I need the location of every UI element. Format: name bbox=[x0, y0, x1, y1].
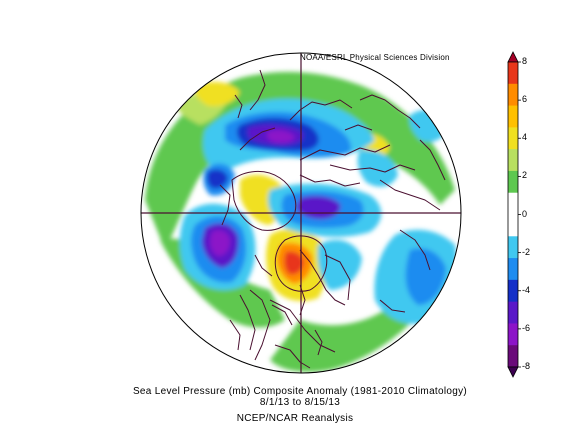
colorbar-segment bbox=[508, 214, 518, 237]
colorbar-segment bbox=[508, 301, 518, 324]
colorbar-tick-label: 6 bbox=[522, 94, 528, 105]
map-disc bbox=[141, 53, 461, 373]
colorbar-tick-label: -2 bbox=[522, 246, 531, 257]
negative-anomaly-region bbox=[317, 239, 362, 290]
colorbar-segment bbox=[508, 149, 518, 172]
colorbar-arrow-bottom bbox=[507, 366, 519, 378]
colorbar-segment bbox=[508, 345, 518, 368]
colorbar-segment bbox=[508, 83, 518, 107]
colorbar-tick-label: 0 bbox=[522, 208, 528, 219]
colorbar-segment bbox=[508, 236, 518, 259]
negative-anomaly-core bbox=[210, 230, 230, 256]
colorbar-segment bbox=[508, 192, 518, 215]
map-title: Sea Level Pressure (mb) Composite Anomal… bbox=[132, 386, 468, 397]
map-border bbox=[140, 52, 462, 374]
negative-anomaly-region bbox=[405, 248, 446, 305]
colorbar-segment bbox=[508, 170, 518, 194]
negative-anomaly-core bbox=[267, 130, 295, 143]
anomaly-fields bbox=[145, 71, 457, 372]
colorbar-tick-label: 2 bbox=[522, 170, 528, 181]
credit-label: NOAA/ESRL Physical Sciences Division bbox=[300, 53, 450, 62]
colorbar bbox=[507, 51, 521, 378]
negative-anomaly-core bbox=[207, 169, 228, 189]
graticule bbox=[141, 53, 461, 373]
colorbar-tick-label: -6 bbox=[522, 322, 531, 333]
colorbar-segment bbox=[508, 105, 518, 128]
positive-anomaly-region bbox=[194, 81, 240, 107]
colorbar-segment bbox=[508, 279, 518, 303]
colorbar-segment bbox=[508, 62, 518, 85]
negative-anomaly-region bbox=[357, 149, 398, 187]
colorbar-segment bbox=[508, 127, 518, 150]
colorbar-arrow-top bbox=[507, 51, 519, 63]
colorbar-tick-label: 8 bbox=[522, 56, 528, 66]
colorbar-tick-label: -4 bbox=[522, 284, 531, 295]
data-source: NCEP/NCAR Reanalysis bbox=[236, 413, 354, 424]
positive-anomaly-region bbox=[270, 265, 440, 372]
colorbar-segment bbox=[508, 258, 518, 281]
colorbar-segment bbox=[508, 323, 518, 346]
colorbar-tick-label: -8 bbox=[522, 361, 531, 371]
date-range: 8/1/13 to 8/15/13 bbox=[259, 397, 341, 408]
positive-anomaly-core bbox=[284, 251, 304, 275]
coastlines bbox=[219, 69, 446, 369]
colorbar-tick-label: 4 bbox=[522, 132, 528, 143]
